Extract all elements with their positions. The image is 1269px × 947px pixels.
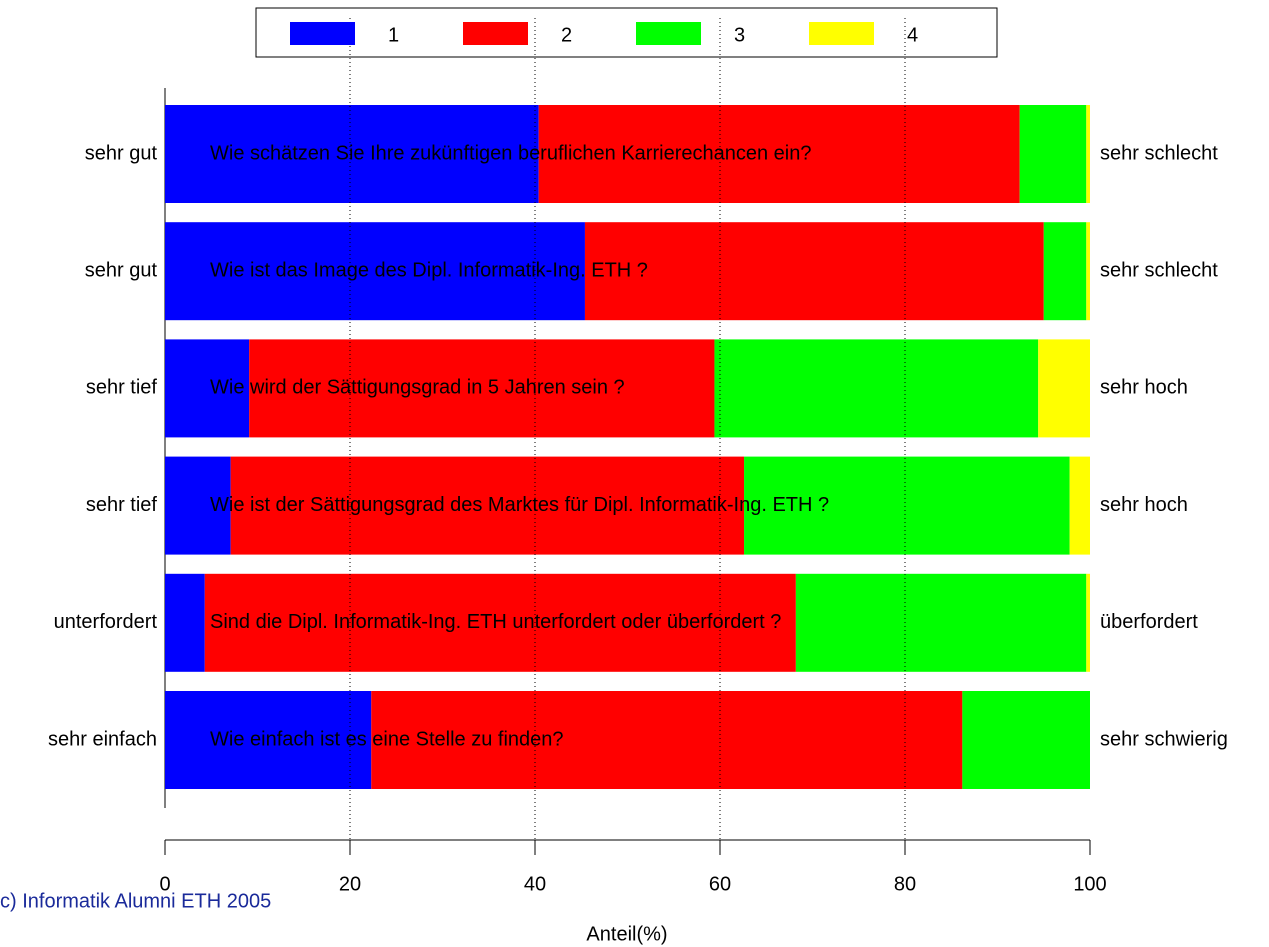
question-label: Sind die Dipl. Informatik-Ing. ETH unter…: [210, 611, 781, 633]
legend-swatch: [463, 22, 528, 45]
right-label: sehr schlecht: [1100, 142, 1218, 164]
legend-swatch: [636, 22, 701, 45]
bar-segment: [165, 105, 539, 203]
question-label: Wie ist das Image des Dipl. Informatik-I…: [210, 259, 648, 281]
left-label: sehr einfach: [48, 728, 157, 750]
bar-segment: [1069, 456, 1090, 555]
x-tick-label: 80: [894, 873, 916, 895]
bar-segment: [714, 339, 1039, 438]
bar-segment: [165, 339, 250, 438]
right-label: sehr schlecht: [1100, 259, 1218, 281]
x-tick-label: 20: [339, 873, 361, 895]
bar-segment: [1019, 105, 1087, 203]
bar-segment: [1086, 222, 1090, 321]
bar-segment: [165, 222, 585, 321]
bar-segment: [1043, 222, 1087, 321]
legend-box: [255, 7, 998, 58]
bar-segment: [165, 573, 205, 672]
left-label: sehr tief: [86, 494, 158, 516]
bar-segment: [1086, 105, 1090, 203]
right-label: überfordert: [1100, 611, 1198, 633]
question-label: Wie einfach ist es eine Stelle zu finden…: [210, 728, 564, 750]
left-label: sehr gut: [85, 259, 158, 281]
bar-segment: [204, 573, 796, 672]
x-tick-label: 40: [524, 873, 546, 895]
footer: c) Informatik Alumni ETH 2005: [0, 890, 271, 912]
right-label: sehr hoch: [1100, 377, 1188, 399]
legend-label: 3: [734, 24, 745, 46]
bar-segment: [538, 105, 1020, 203]
bar-segment: [371, 691, 963, 789]
question-label: Wie wird der Sättigungsgrad in 5 Jahren …: [210, 377, 625, 399]
x-axis-title: Anteil(%): [586, 923, 667, 945]
x-tick-label: 60: [709, 873, 731, 895]
legend-swatch: [290, 22, 355, 45]
bar-segment: [962, 691, 1090, 789]
right-label: sehr schwierig: [1100, 728, 1228, 750]
question-label: Wie ist der Sättigungsgrad des Marktes f…: [210, 494, 829, 516]
x-tick-label: 0: [159, 873, 170, 895]
bar-segment: [165, 691, 372, 789]
bar-segment: [230, 456, 745, 555]
x-tick-label: 100: [1073, 873, 1106, 895]
right-label: sehr hoch: [1100, 494, 1188, 516]
bar-segment: [1038, 339, 1090, 438]
left-label: sehr tief: [86, 377, 158, 399]
bar-segment: [165, 456, 231, 555]
legend-swatch: [809, 22, 874, 45]
bar-segment: [249, 339, 715, 438]
question-label: Wie schätzen Sie Ihre zukünftigen berufl…: [210, 142, 811, 164]
bar-segment: [584, 222, 1044, 321]
legend-label: 1: [388, 24, 399, 46]
bar-segment: [795, 573, 1087, 672]
legend-label: 4: [907, 24, 918, 46]
left-label: sehr gut: [85, 142, 158, 164]
bar-segment: [744, 456, 1070, 555]
left-label: unterfordert: [54, 611, 158, 633]
legend-label: 2: [561, 24, 572, 46]
bar-segment: [1086, 573, 1090, 672]
